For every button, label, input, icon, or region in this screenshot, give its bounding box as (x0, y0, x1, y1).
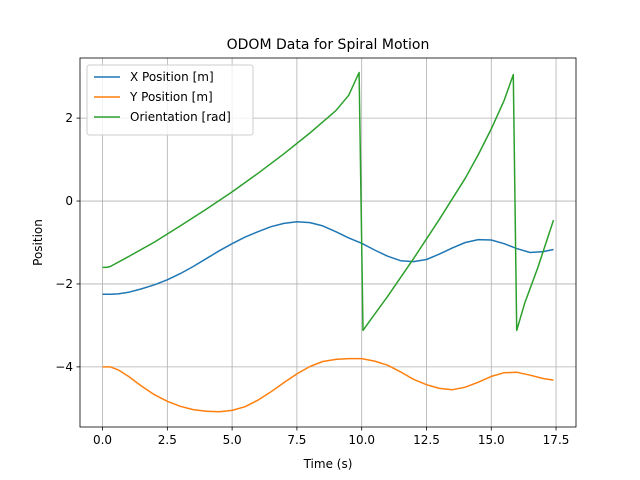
chart-title: ODOM Data for Spiral Motion (227, 37, 430, 53)
legend-entry-x-position-label: X Position [m] (130, 70, 214, 84)
x-axis-label: Time (s) (303, 457, 353, 471)
x-tick-label: 0.0 (93, 433, 112, 447)
y-tick-label: 0 (65, 194, 73, 208)
x-tick-label: 7.5 (287, 433, 306, 447)
tick-layer: 0.0 2.5 5.0 7.5 10.0 12.5 15.0 17.5 −4 −2 0 2 (55, 111, 569, 447)
series-layer (102, 71, 555, 413)
x-position-line (102, 221, 554, 296)
legend-entry-y-position-label: Y Position [m] (129, 90, 213, 104)
plot-frame (79, 57, 577, 428)
y-tick-label: −2 (55, 277, 73, 291)
x-tick-label: 2.5 (158, 433, 177, 447)
y-position-line (102, 357, 554, 413)
y-tick-label: 2 (65, 111, 73, 125)
x-tick-label: 5.0 (223, 433, 242, 447)
orientation-line (102, 71, 555, 332)
x-tick-label: 10.0 (348, 433, 375, 447)
x-tick-label: 15.0 (478, 433, 505, 447)
y-axis-label: Position (31, 219, 45, 266)
x-tick-label: 12.5 (413, 433, 440, 447)
x-tick-label: 17.5 (543, 433, 570, 447)
legend-box (86, 64, 254, 136)
legend-entry-orientation-label: Orientation [rad] (130, 110, 231, 124)
y-tick-label: −4 (55, 360, 73, 374)
legend: X Position [m] Y Position [m] Orientation … (86, 64, 254, 136)
